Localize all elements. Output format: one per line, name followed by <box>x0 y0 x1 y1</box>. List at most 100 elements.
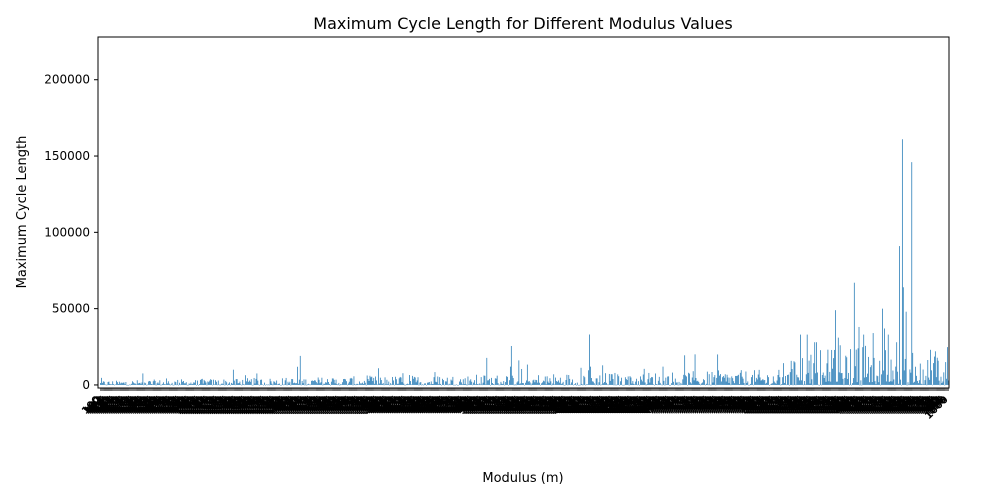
bar <box>444 384 445 386</box>
bar <box>651 376 653 385</box>
bar <box>304 384 306 386</box>
bar <box>638 381 639 385</box>
bar <box>184 383 186 385</box>
bar <box>872 333 874 385</box>
bar <box>332 378 334 385</box>
bar <box>369 375 371 385</box>
bar <box>310 384 311 386</box>
bar <box>258 384 260 386</box>
bar <box>829 371 831 385</box>
bar <box>607 384 609 386</box>
bar <box>663 380 665 385</box>
bar <box>522 383 523 385</box>
bar <box>303 379 305 385</box>
y-axis-label: Maximum Cycle Length <box>15 136 30 289</box>
bar <box>277 384 278 385</box>
bar <box>586 384 588 385</box>
bar <box>642 374 644 385</box>
bar <box>190 382 192 385</box>
bar <box>757 374 759 385</box>
bar <box>814 342 816 385</box>
bar <box>607 384 608 386</box>
bar <box>487 380 489 385</box>
bar <box>371 376 373 385</box>
bar <box>936 357 938 385</box>
bar <box>227 384 229 386</box>
bar <box>155 384 157 386</box>
bar <box>130 384 131 386</box>
bar <box>475 384 476 385</box>
bar <box>853 282 855 385</box>
bar <box>869 382 870 385</box>
bar <box>514 384 516 385</box>
bar <box>432 384 434 385</box>
bar <box>199 384 200 385</box>
bar <box>553 374 555 385</box>
bar <box>295 383 296 385</box>
bar <box>216 384 218 386</box>
bar <box>414 377 416 385</box>
bar <box>297 383 299 385</box>
bar <box>785 376 786 385</box>
bar <box>818 384 819 386</box>
bar <box>457 384 458 386</box>
bar <box>787 374 789 385</box>
bar <box>509 380 510 385</box>
bar <box>927 360 929 385</box>
bar <box>415 382 417 385</box>
bar <box>589 334 590 385</box>
bar <box>537 382 539 385</box>
bar <box>688 372 689 385</box>
bar <box>767 375 768 385</box>
bar <box>137 383 139 385</box>
bar <box>147 384 148 386</box>
bar <box>690 383 692 385</box>
bar <box>833 358 834 385</box>
bar <box>865 345 866 385</box>
bar <box>566 374 568 385</box>
bar <box>824 375 826 385</box>
bar <box>558 380 559 385</box>
bar <box>386 379 388 385</box>
bar <box>594 384 596 386</box>
bar <box>689 382 691 385</box>
bar <box>149 380 150 385</box>
bar <box>866 377 867 385</box>
bar <box>941 383 943 385</box>
bar <box>916 375 917 385</box>
bar <box>133 382 134 385</box>
bar <box>357 383 359 385</box>
bar <box>597 384 599 386</box>
bar <box>820 384 822 386</box>
bar <box>367 379 369 385</box>
bar <box>128 384 130 386</box>
bar <box>265 384 267 385</box>
bar <box>892 370 894 385</box>
bar <box>365 384 367 386</box>
bar <box>694 354 696 385</box>
bar <box>562 381 564 385</box>
bar <box>158 383 160 385</box>
bar <box>631 383 633 385</box>
bar <box>817 372 818 385</box>
bar <box>559 377 561 385</box>
bar <box>392 376 393 385</box>
bar <box>732 378 734 385</box>
bar <box>463 384 465 385</box>
bar <box>754 381 756 385</box>
bar <box>513 384 515 386</box>
bar <box>525 382 526 385</box>
bar <box>771 383 773 385</box>
bar <box>515 384 517 386</box>
bar <box>558 382 560 385</box>
bar <box>944 384 946 386</box>
bar <box>242 379 244 385</box>
bar <box>395 379 397 385</box>
bar <box>696 381 698 385</box>
bar <box>187 384 189 386</box>
bar <box>782 377 784 385</box>
y-tick-label: 150000 <box>44 149 90 163</box>
bar <box>693 380 695 385</box>
bar <box>715 384 717 386</box>
bar <box>761 380 763 385</box>
